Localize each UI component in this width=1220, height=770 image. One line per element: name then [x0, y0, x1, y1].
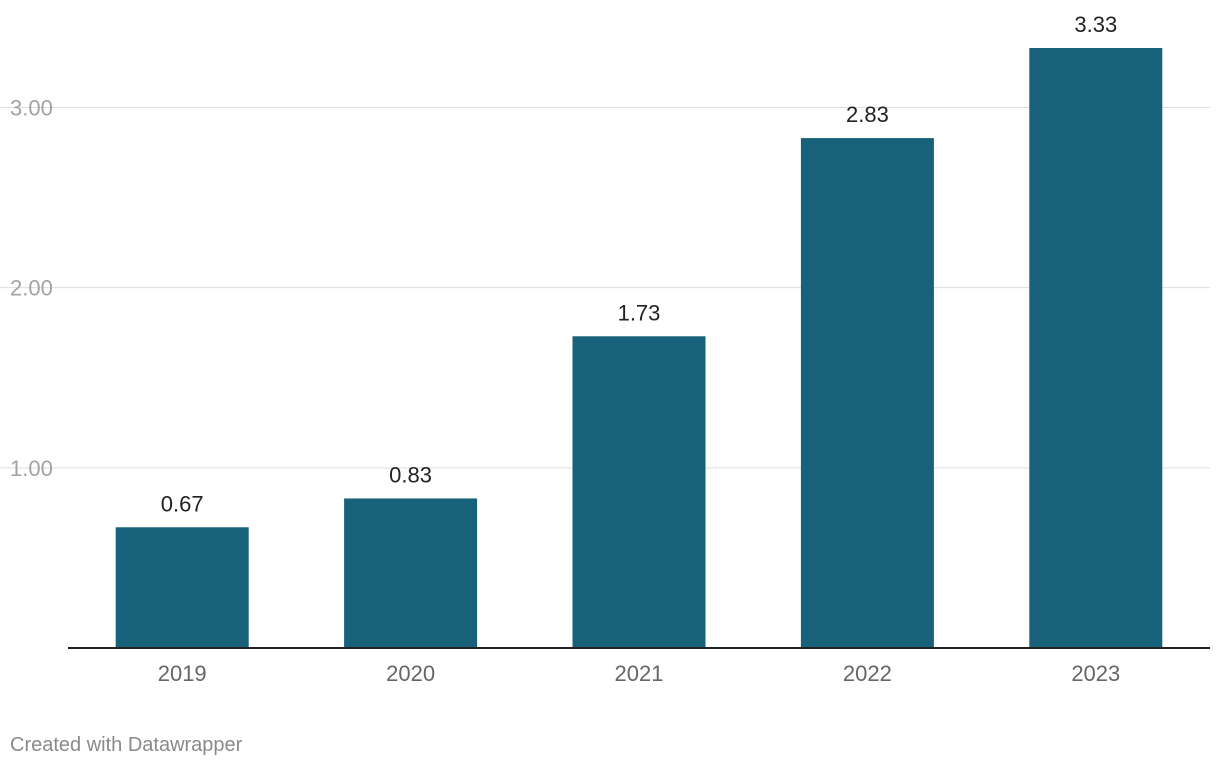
x-tick-label: 2023 [1071, 661, 1120, 686]
x-tick-label: 2022 [843, 661, 892, 686]
bar-2023 [1029, 48, 1163, 648]
x-tick-label: 2019 [158, 661, 207, 686]
y-tick-label: 2.00 [10, 276, 53, 301]
y-tick-label: 1.00 [10, 456, 53, 481]
y-tick-label: 3.00 [10, 95, 53, 120]
bars [115, 48, 1163, 648]
credit-text: Created with Datawrapper [10, 734, 243, 756]
x-axis-ticks: 2019 2020 2021 2022 2023 [158, 661, 1121, 686]
data-label: 0.83 [389, 462, 432, 487]
data-label: 3.33 [1074, 12, 1117, 37]
grid-layer: 1.00 2.00 3.00 [0, 95, 1210, 481]
data-label: 0.67 [161, 491, 204, 516]
data-labels: 0.67 0.83 1.73 2.83 3.33 [161, 12, 1117, 516]
x-tick-label: 2021 [615, 661, 664, 686]
data-label: 2.83 [846, 102, 889, 127]
data-label: 1.73 [618, 300, 661, 325]
bar-2022 [800, 138, 934, 648]
bar-2020 [344, 498, 478, 648]
x-tick-label: 2020 [386, 661, 435, 686]
bar-2021 [572, 336, 706, 648]
bar-2019 [115, 527, 249, 648]
